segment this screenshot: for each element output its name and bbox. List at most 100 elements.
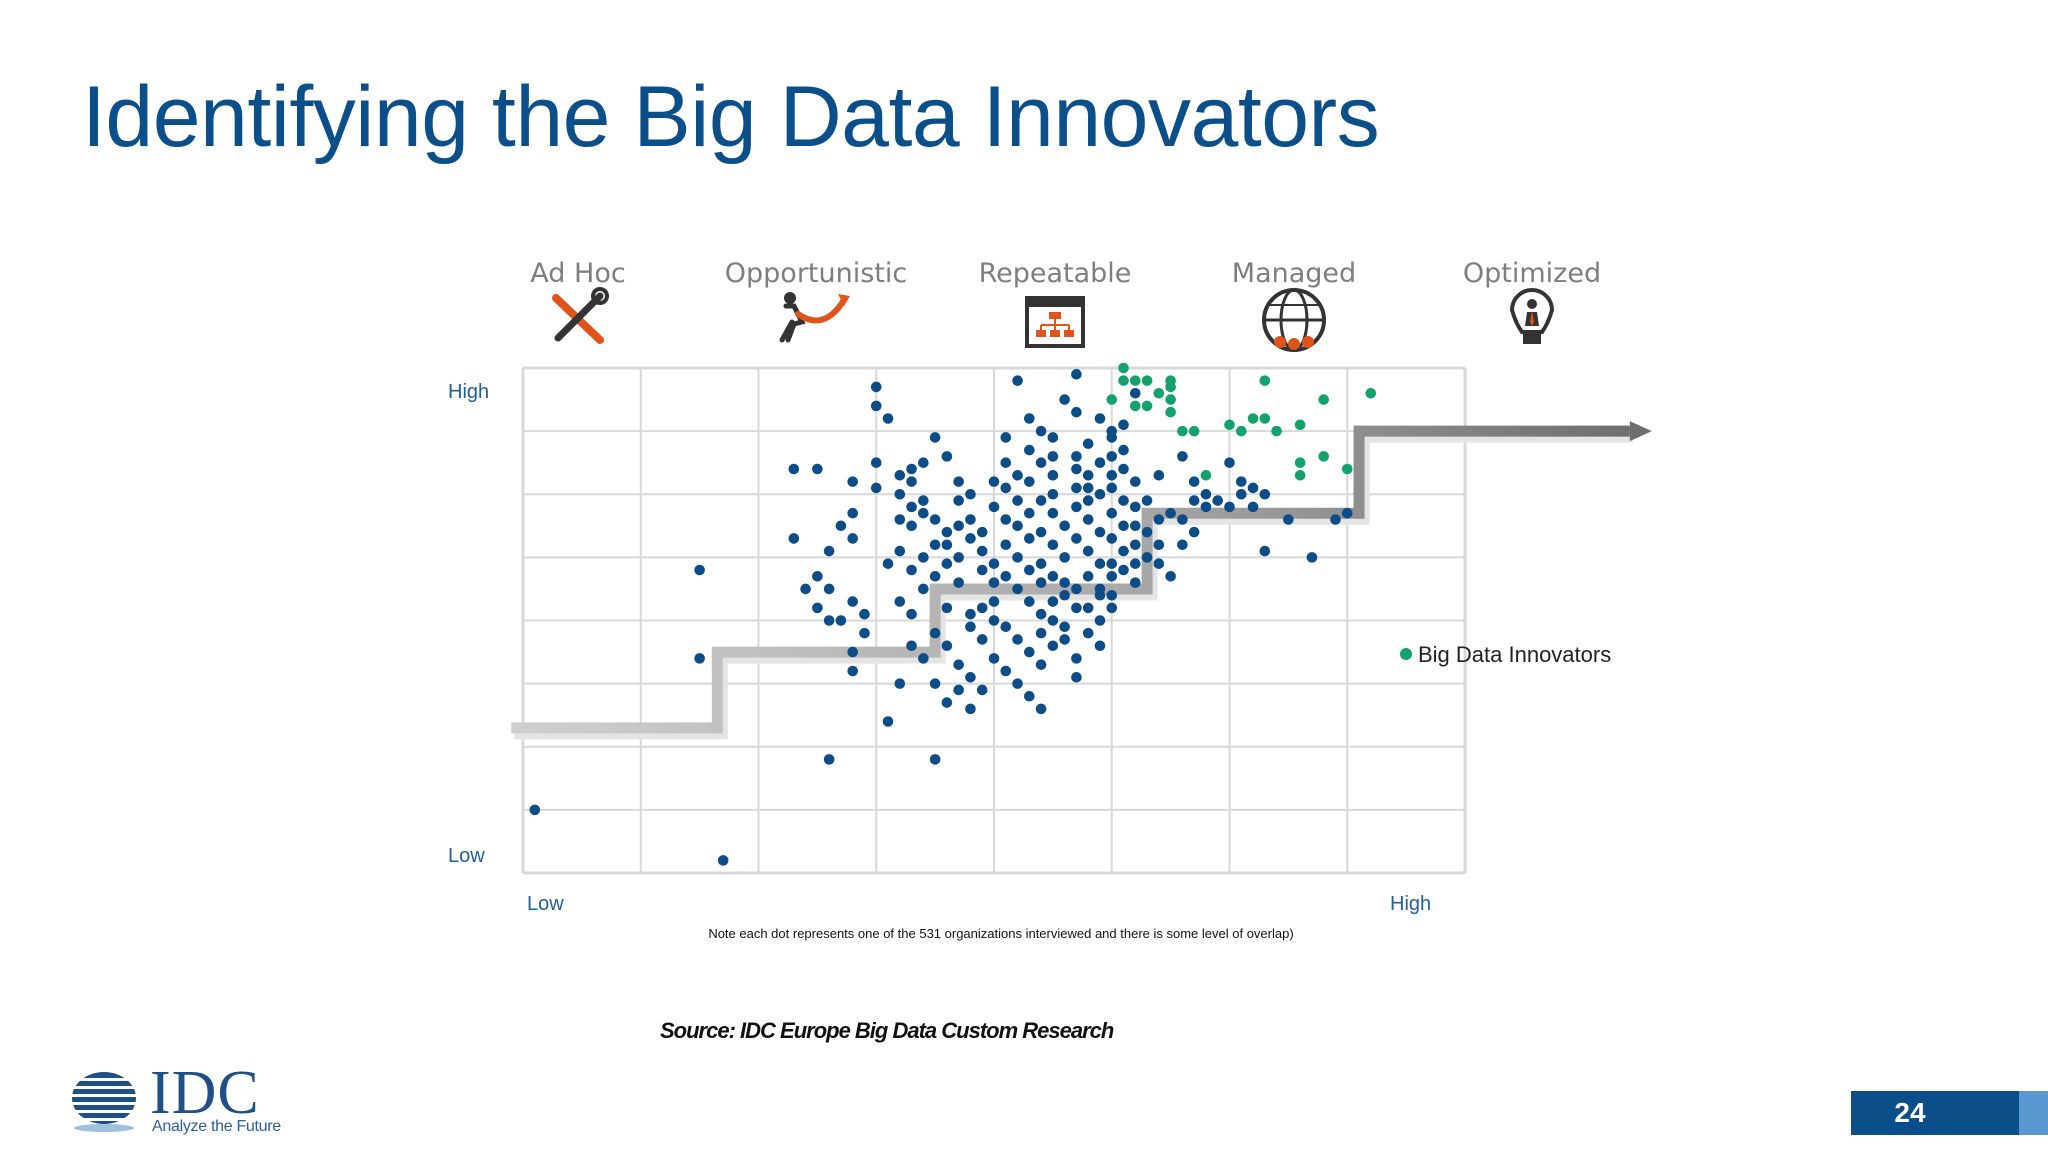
organization-dot: [1000, 539, 1012, 551]
innovator-dot: [1341, 463, 1353, 475]
organization-dot: [1024, 507, 1035, 519]
innovator-dot: [1153, 387, 1165, 399]
organization-dot: [1024, 596, 1035, 607]
innovator-dot: [1130, 400, 1141, 412]
organization-dot: [906, 463, 917, 475]
organization-dot: [929, 539, 941, 551]
organization-dot: [1059, 552, 1070, 563]
organization-dot: [1047, 640, 1059, 652]
y-axis-low-label: Low: [448, 845, 485, 867]
organization-dot: [894, 514, 906, 525]
organization-dot: [1130, 476, 1141, 487]
organization-dot: [847, 476, 858, 487]
organization-dot: [823, 615, 835, 626]
organization-dot: [1118, 545, 1129, 557]
stage-label-opportunistic: Opportunistic: [725, 258, 907, 289]
organization-dot: [823, 583, 835, 595]
staircase-arrowhead: [1629, 421, 1652, 442]
organization-dot: [1094, 488, 1106, 500]
organization-dot: [1177, 539, 1188, 551]
innovator-dot: [1294, 419, 1306, 431]
stage-label-ad-hoc: Ad Hoc: [530, 258, 625, 289]
organization-dot: [1130, 501, 1141, 513]
organization-dot: [1082, 571, 1094, 582]
organization-dot: [1000, 457, 1012, 468]
organization-dot: [929, 432, 941, 443]
organization-dot: [1106, 558, 1118, 569]
organization-dot: [953, 495, 964, 506]
organization-dot: [976, 634, 988, 645]
organization-dot: [1259, 545, 1271, 557]
organization-dot: [1012, 678, 1023, 689]
organization-dot: [1000, 482, 1012, 494]
organization-dot: [882, 413, 894, 424]
organization-dot: [1153, 558, 1165, 569]
organization-dot: [1141, 495, 1153, 506]
innovator-dot: [1247, 413, 1259, 424]
organization-dot: [976, 564, 988, 576]
organization-dot: [1035, 577, 1047, 588]
organization-dot: [906, 608, 917, 620]
organization-dot: [835, 615, 847, 626]
organization-dot: [1094, 558, 1106, 569]
organization-dot: [1082, 470, 1094, 481]
organization-dot: [1224, 457, 1235, 468]
logo-wordmark: IDC: [150, 1059, 260, 1127]
innovator-dot: [1259, 413, 1271, 424]
source-note: Source: IDC Europe Big Data Custom Resea…: [660, 1018, 1114, 1043]
organization-dot: [929, 754, 941, 765]
organization-dot: [1071, 533, 1082, 544]
organization-dot: [1047, 488, 1059, 500]
organization-dot: [1024, 564, 1035, 576]
organization-dot: [847, 533, 858, 544]
organization-dots: [529, 369, 1353, 866]
organization-dot: [1106, 533, 1118, 544]
organization-dot: [1024, 646, 1035, 658]
organization-dot: [1106, 507, 1118, 519]
organization-dot: [823, 754, 835, 765]
organization-dot: [965, 672, 976, 683]
organization-dot: [1047, 432, 1059, 443]
organization-dot: [1035, 703, 1047, 715]
page-number: 24: [1894, 1097, 1926, 1128]
organization-dot: [1130, 558, 1141, 569]
organization-dot: [1071, 653, 1082, 664]
innovator-dot: [1224, 419, 1235, 431]
organization-dot: [1047, 507, 1059, 519]
organization-dot: [976, 684, 988, 696]
innovator-dot: [1141, 375, 1153, 386]
organization-dot: [1071, 406, 1082, 418]
globe-network-icon: [1262, 288, 1326, 352]
organization-dot: [894, 545, 906, 557]
stage-label-managed: Managed: [1232, 258, 1356, 289]
innovator-dot: [1165, 381, 1176, 393]
innovator-dot: [1200, 470, 1212, 481]
organization-dot: [941, 640, 953, 652]
organization-dot: [1082, 602, 1094, 614]
organization-dot: [1106, 589, 1118, 601]
organization-dot: [835, 520, 847, 532]
organization-dot: [941, 539, 953, 551]
organization-dot: [906, 501, 917, 513]
organization-dot: [847, 507, 858, 519]
organization-dot: [918, 507, 929, 519]
organization-dot: [894, 596, 906, 607]
organization-dot: [1012, 552, 1023, 563]
innovator-dot: [1365, 387, 1377, 399]
organization-dot: [1059, 520, 1070, 532]
innovator-dot: [1177, 425, 1188, 437]
innovator-dot: [1118, 375, 1129, 386]
organization-dot: [894, 488, 906, 500]
organization-dot: [1024, 476, 1035, 487]
organization-dot: [906, 640, 917, 652]
organization-dot: [1259, 488, 1271, 500]
organization-dot: [1188, 526, 1200, 538]
organization-dot: [1024, 444, 1035, 456]
organization-dot: [941, 697, 953, 708]
organization-dot: [1330, 514, 1341, 525]
globe-logo-icon: [60, 1072, 148, 1132]
organization-dot: [1047, 596, 1059, 607]
slide-title: Identifying the Big Data Innovators: [82, 69, 1380, 165]
organization-dot: [1000, 621, 1012, 633]
stage-label-repeatable: Repeatable: [979, 258, 1132, 289]
